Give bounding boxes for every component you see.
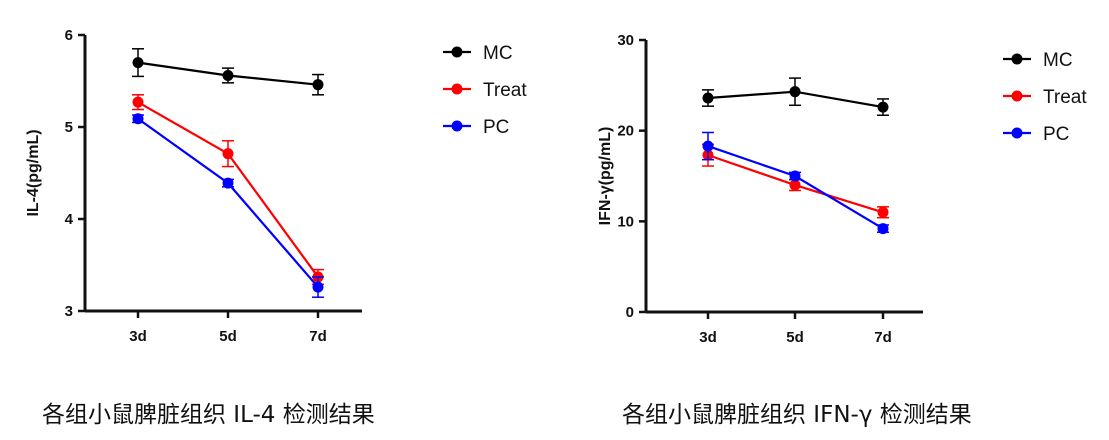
- ifn-data-point: [877, 101, 889, 113]
- il4-data-point: [222, 177, 234, 189]
- il4-legend-marker: [451, 83, 463, 95]
- il4-chart-panel: 3 4 5 6 3d 5d 7d IL-4(pg/mL) MC Treat PC 各组小鼠脾脏组织 …: [25, 27, 527, 428]
- il4-legend-item-treat: Treat: [443, 80, 527, 101]
- ifn-legend-label: PC: [1043, 124, 1069, 145]
- ifn-legend-marker: [1011, 127, 1023, 139]
- ifn-x-tick-label: 3d: [699, 329, 717, 346]
- ifn-gamma-line-chart: 0 10 20 30 3d 5d 7d IFN-γ(pg/mL) MC Treat PC: [597, 32, 1087, 346]
- ifn-legend-item-mc: MC: [1003, 50, 1073, 71]
- il4-y-axis-label: IL-4(pg/mL): [25, 129, 42, 216]
- ifn-data-point: [789, 179, 801, 191]
- ifn-x-tick-label: 7d: [874, 329, 892, 346]
- il4-legend-label: PC: [483, 117, 509, 138]
- ifn-data-point: [789, 170, 801, 182]
- ifn-data-point: [702, 92, 714, 104]
- ifn-y-tick-label: 10: [617, 213, 634, 230]
- il4-legend-item-pc: PC: [443, 117, 509, 138]
- il4-series-mc: [132, 48, 324, 96]
- il4-y-tick-label: 4: [65, 211, 74, 228]
- il4-data-point: [222, 148, 234, 160]
- ifn-legend-marker: [1011, 53, 1023, 65]
- il4-data-point: [132, 57, 144, 69]
- il4-data-point: [312, 79, 324, 91]
- il4-y-tick-label: 5: [65, 119, 73, 136]
- ifn-legend-item-treat: Treat: [1003, 87, 1087, 108]
- ifn-y-tick-label: 0: [626, 304, 634, 321]
- il4-legend-item-mc: MC: [443, 43, 513, 64]
- ifn-y-tick-label: 30: [617, 32, 634, 49]
- il4-y-tick-label: 3: [65, 303, 73, 320]
- ifn-x-tick-label: 5d: [786, 329, 804, 346]
- il4-caption: 各组小鼠脾脏组织 IL-4 检测结果: [42, 402, 375, 428]
- ifn-y-axis-label: IFN-γ(pg/mL): [597, 127, 614, 226]
- ifn-gamma-chart-panel: 0 10 20 30 3d 5d 7d IFN-γ(pg/mL) MC Treat PC 各组小鼠脾…: [560, 0, 1109, 440]
- ifn-gamma-caption: 各组小鼠脾脏组织 IFN-γ 检测结果: [622, 402, 972, 428]
- il4-line-chart: 3 4 5 6 3d 5d 7d IL-4(pg/mL) MC Treat PC: [25, 27, 527, 345]
- il4-x-tick-label: 7d: [309, 328, 327, 345]
- il4-legend-marker: [451, 120, 463, 132]
- il4-x-tick-label: 5d: [219, 328, 237, 345]
- il4-data-point: [312, 281, 324, 293]
- il4-legend-label: Treat: [483, 80, 527, 101]
- il4-legend-marker: [451, 46, 463, 58]
- ifn-series-mc: [702, 77, 889, 117]
- ifn-data-point: [789, 86, 801, 98]
- il4-legend-label: MC: [483, 43, 513, 64]
- ifn-data-point: [877, 206, 889, 218]
- il4-series-pc: [132, 113, 324, 298]
- il4-data-point: [132, 113, 144, 125]
- ifn-legend-label: Treat: [1043, 87, 1087, 108]
- il4-x-tick-label: 3d: [129, 328, 147, 345]
- il4-data-point: [222, 69, 234, 81]
- ifn-legend-label: MC: [1043, 50, 1073, 71]
- ifn-y-tick-label: 20: [617, 123, 634, 140]
- ifn-legend-marker: [1011, 90, 1023, 102]
- il4-series-treat: [132, 94, 324, 286]
- il4-y-tick-label: 6: [65, 27, 73, 44]
- ifn-legend-item-pc: PC: [1003, 124, 1069, 145]
- il4-series-line: [137, 101, 319, 278]
- ifn-data-point: [877, 223, 889, 235]
- ifn-series-pc: [702, 131, 889, 235]
- il4-data-point: [132, 96, 144, 108]
- ifn-data-point: [702, 140, 714, 152]
